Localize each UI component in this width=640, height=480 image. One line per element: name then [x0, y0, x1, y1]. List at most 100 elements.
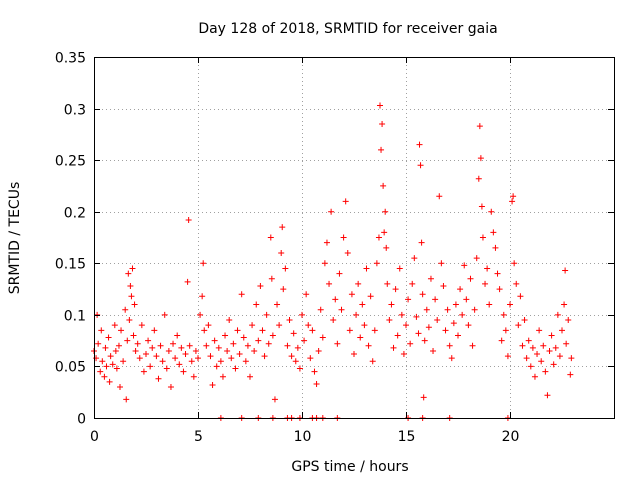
data-point — [440, 282, 447, 289]
data-point — [234, 327, 241, 334]
data-point — [203, 342, 210, 349]
data-point — [568, 355, 575, 362]
data-point — [299, 311, 305, 318]
data-point — [383, 244, 390, 251]
data-point — [238, 291, 245, 298]
data-point — [130, 332, 137, 339]
grid-lines — [94, 57, 614, 418]
data-point — [351, 351, 357, 358]
data-point — [502, 327, 509, 334]
data-point — [163, 365, 170, 372]
data-point — [143, 351, 149, 358]
data-point — [165, 347, 172, 354]
data-point — [434, 317, 441, 324]
chart-title: Day 128 of 2018, SRMTID for receiver gai… — [198, 21, 497, 37]
data-point — [473, 255, 480, 262]
data-point — [226, 317, 233, 324]
data-point — [253, 301, 260, 308]
data-point — [257, 282, 264, 289]
y-axis: 0 0.05 0.1 0.15 0.2 0.25 0.3 0.35 — [55, 51, 614, 428]
data-points — [91, 102, 575, 421]
data-point — [527, 363, 534, 370]
data-point — [377, 102, 383, 109]
data-point — [523, 355, 530, 362]
data-point — [126, 317, 133, 324]
data-point — [365, 342, 372, 349]
y-tick-label: 0.25 — [55, 154, 86, 170]
data-point — [305, 322, 312, 329]
data-point — [125, 270, 132, 277]
data-point — [338, 306, 345, 313]
data-point — [178, 344, 185, 351]
data-point — [517, 293, 524, 300]
data-point — [469, 342, 476, 349]
data-point — [134, 340, 141, 347]
data-point — [120, 358, 127, 365]
data-point — [382, 208, 389, 215]
data-point — [259, 327, 266, 334]
data-point — [127, 282, 134, 289]
data-point — [450, 320, 457, 327]
data-point — [103, 363, 110, 370]
data-point — [475, 175, 482, 182]
data-point — [367, 293, 374, 300]
data-point — [98, 327, 105, 334]
data-point — [521, 317, 528, 324]
data-point — [538, 358, 545, 365]
data-point — [172, 355, 179, 362]
data-point — [498, 337, 505, 344]
data-point — [180, 368, 187, 375]
data-point — [484, 265, 491, 272]
data-point — [99, 358, 106, 365]
data-point — [278, 249, 285, 256]
data-point — [217, 358, 224, 365]
data-point — [215, 344, 222, 351]
data-point — [145, 337, 152, 344]
data-point — [113, 365, 120, 372]
x-tick-label: 5 — [194, 429, 203, 445]
data-point — [486, 301, 493, 308]
data-point — [313, 380, 320, 387]
data-point — [153, 353, 160, 360]
x-tick-label: 10 — [294, 429, 312, 445]
data-point — [386, 317, 393, 324]
data-point — [131, 301, 138, 308]
data-point — [425, 324, 432, 331]
data-point — [330, 317, 337, 324]
data-point — [159, 358, 166, 365]
data-point — [147, 363, 154, 370]
data-point — [105, 334, 112, 341]
data-point — [346, 327, 353, 334]
data-point — [467, 275, 474, 282]
data-point — [531, 373, 538, 380]
data-point — [510, 193, 517, 200]
data-point — [392, 286, 399, 293]
data-point — [432, 296, 439, 303]
data-point — [400, 351, 407, 358]
data-point — [122, 306, 129, 313]
plot-frame — [94, 57, 615, 419]
data-point — [170, 340, 177, 347]
data-point — [192, 347, 199, 354]
data-point — [411, 255, 418, 262]
data-point — [112, 347, 119, 354]
data-point — [504, 353, 511, 360]
data-point — [536, 327, 543, 334]
data-point — [315, 347, 322, 354]
data-point — [459, 311, 466, 318]
data-point — [138, 322, 145, 329]
data-point — [111, 322, 118, 329]
data-point — [317, 306, 324, 313]
data-point — [236, 351, 243, 358]
data-point — [274, 301, 281, 308]
data-point — [359, 301, 366, 308]
data-point — [463, 296, 470, 303]
data-point — [174, 332, 181, 339]
data-point — [554, 311, 561, 318]
data-point — [261, 353, 268, 360]
data-point — [355, 280, 362, 287]
data-point — [197, 311, 204, 318]
data-point — [332, 296, 339, 303]
data-point — [294, 344, 301, 351]
